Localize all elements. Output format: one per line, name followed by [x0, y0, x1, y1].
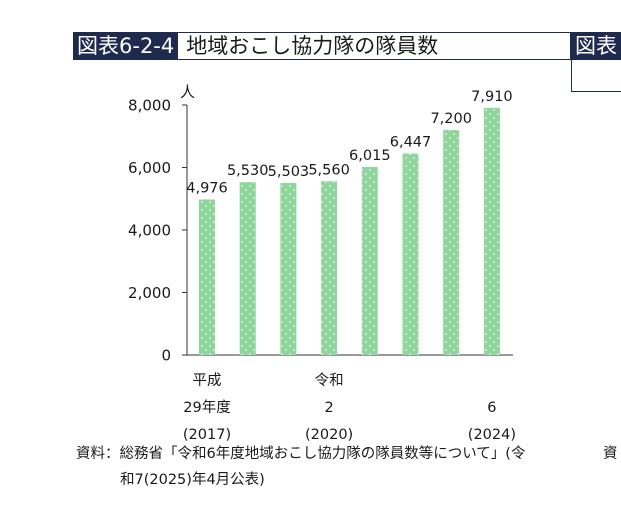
source-line-2: 和7(2025)年4月公表) — [120, 472, 265, 488]
x-tick-label: 2 — [324, 400, 333, 416]
next-figure-header: 図表 — [571, 32, 621, 60]
y-tick-label: 4,000 — [128, 222, 171, 240]
x-tick-label: (2024) — [468, 427, 516, 443]
bar — [443, 130, 460, 355]
figure-title: 地域おこし協力隊の隊員数 — [186, 34, 439, 58]
data-label: 5,503 — [268, 164, 310, 180]
y-axis-unit: 人 — [180, 83, 195, 101]
chart-bars — [199, 107, 500, 355]
source-line-1: 資料：総務省「令和6年度地域おこし協力隊の隊員数等について」(令 — [76, 446, 526, 462]
x-tick-label: 平成 — [193, 372, 222, 389]
next-figure-number: 図表 — [572, 33, 621, 59]
y-tick-label: 6,000 — [128, 159, 171, 177]
bar — [483, 107, 500, 355]
y-tick-label: 0 — [161, 347, 171, 365]
data-label: 5,560 — [308, 162, 350, 178]
x-tick-label: 令和 — [315, 372, 344, 389]
y-tick-label: 2,000 — [128, 284, 171, 302]
source-note: 資料：総務省「令和6年度地域おこし協力隊の隊員数等について」(令 和7(2025… — [76, 441, 556, 493]
data-label: 6,447 — [390, 135, 432, 151]
data-label: 6,015 — [349, 148, 391, 164]
data-label: 7,200 — [430, 111, 472, 127]
x-tick-label: 29年度 — [183, 399, 230, 416]
x-tick-label: 6 — [487, 400, 496, 416]
next-source-note: 資 — [603, 446, 618, 462]
chart-axes: 0 2,000 4,000 6,000 8,000 人 — [128, 83, 513, 365]
y-tick-label: 8,000 — [128, 97, 171, 115]
bar — [321, 181, 338, 355]
data-label: 4,976 — [186, 181, 228, 197]
figure-header: 図表6-2-4 地域おこし協力隊の隊員数 — [73, 32, 571, 60]
x-tick-label: (2020) — [305, 427, 353, 443]
next-figure-box — [571, 59, 621, 92]
figure-number: 図表6-2-4 — [74, 33, 179, 59]
bar — [361, 167, 378, 355]
bar — [199, 199, 215, 355]
data-label: 7,910 — [471, 89, 513, 105]
x-tick-label: (2017) — [183, 427, 231, 443]
bar — [402, 153, 419, 355]
data-label: 5,530 — [227, 163, 269, 179]
bar — [239, 182, 256, 355]
bar — [280, 183, 297, 355]
